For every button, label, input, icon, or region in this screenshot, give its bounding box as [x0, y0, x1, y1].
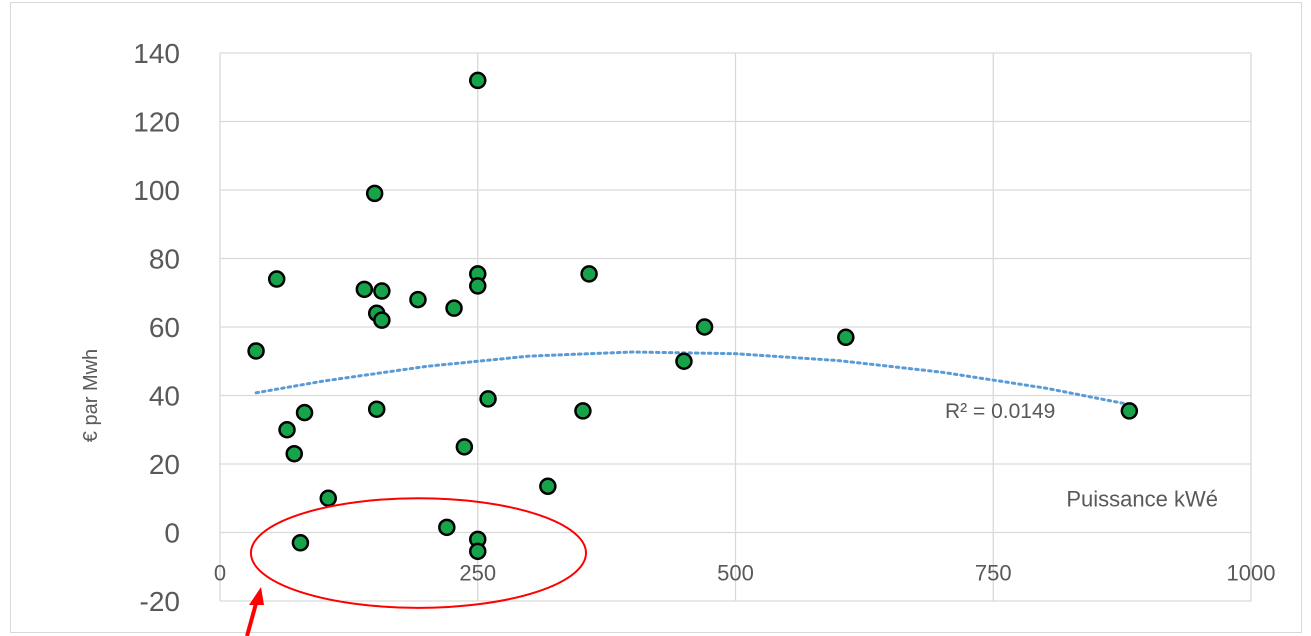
y-axis: -20 0 20 40 60 80 100 120 140: [133, 38, 180, 617]
y-tick-label: 20: [149, 449, 180, 480]
data-point: [1120, 402, 1139, 420]
y-tick-label: 80: [149, 244, 180, 275]
data-point: [469, 277, 487, 295]
data-point: [675, 352, 693, 370]
x-tick-label: 750: [975, 561, 1012, 586]
data-point: [278, 421, 296, 439]
y-tick-label: 60: [149, 312, 180, 343]
data-point: [365, 184, 384, 203]
data-point: [469, 71, 487, 90]
x-tick-label: 500: [717, 561, 754, 586]
y-tick-label: 0: [164, 518, 180, 549]
data-point: [580, 265, 598, 283]
data-point: [355, 280, 374, 299]
y-tick-label: 40: [149, 381, 180, 412]
data-point: [373, 311, 391, 329]
grid: [219, 52, 1252, 602]
data-point: [295, 403, 314, 422]
chart-frame: [10, 2, 1302, 633]
data-point: [438, 518, 456, 537]
y-tick-label: -20: [140, 586, 180, 617]
data-point: [267, 270, 286, 288]
y-tick-label: 120: [133, 107, 180, 138]
x-tick-label: 1000: [1227, 561, 1276, 586]
y-tick-label: 100: [133, 175, 180, 206]
x-axis: 0 250 500 750 1000: [214, 561, 1276, 586]
data-point: [445, 299, 463, 317]
arrow-head: [249, 587, 264, 605]
data-point: [469, 542, 487, 561]
data-point: [373, 282, 391, 300]
highlight-ellipse: [249, 497, 588, 609]
data-point: [479, 390, 497, 408]
trendline-r2-label: R² = 0.0149: [945, 400, 1055, 423]
data-points: [247, 71, 1139, 561]
data-point: [285, 444, 303, 463]
data-point: [837, 328, 855, 347]
data-point: [574, 402, 592, 420]
data-point: [695, 318, 714, 336]
highlight-arrow: [245, 587, 264, 636]
data-point: [291, 534, 310, 552]
x-tick-label: 250: [459, 561, 496, 586]
data-point: [247, 342, 265, 360]
arrow-shaft: [245, 599, 259, 636]
x-tick-label: 0: [214, 561, 226, 586]
y-tick-label: 140: [133, 38, 180, 69]
data-point: [319, 489, 338, 507]
data-point: [455, 438, 474, 456]
data-point: [539, 477, 557, 496]
data-point: [367, 400, 386, 418]
data-point: [409, 290, 427, 309]
x-axis-label: Puissance kWé: [1066, 486, 1218, 511]
y-axis-label: € par Mwh: [80, 349, 102, 442]
